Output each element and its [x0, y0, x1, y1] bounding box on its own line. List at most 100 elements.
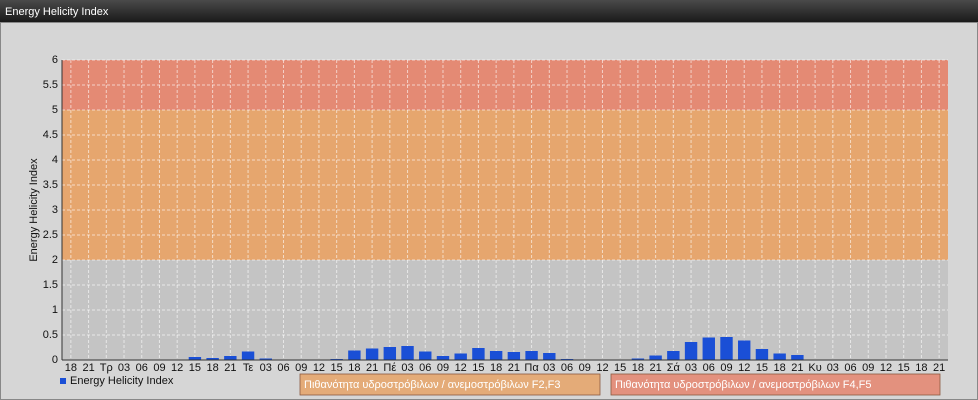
x-tick-label: 15 [472, 362, 484, 374]
x-tick-label: 15 [756, 362, 768, 374]
x-tick-label: Τε [243, 362, 254, 374]
bar [419, 351, 432, 360]
x-tick-label: 18 [490, 362, 502, 374]
bar [206, 358, 219, 360]
x-tick-label: 18 [348, 362, 360, 374]
bar [773, 353, 786, 360]
bar [365, 348, 379, 360]
x-tick-label: 06 [844, 362, 856, 374]
bar [259, 358, 272, 360]
bar [667, 351, 680, 360]
x-tick-label: 12 [596, 362, 608, 374]
bar [702, 337, 715, 360]
bar [454, 353, 467, 360]
y-tick-label: 2.5 [43, 229, 58, 241]
bar [489, 351, 503, 360]
x-tick-label: Σά [667, 362, 681, 374]
x-tick-label: 06 [277, 362, 289, 374]
bar [525, 351, 538, 360]
x-tick-label: 15 [331, 362, 343, 374]
x-tick-label: 09 [153, 362, 165, 374]
y-tick-label: 6 [52, 54, 58, 66]
x-tick-label: 15 [898, 362, 910, 374]
bar [224, 356, 237, 360]
bar [472, 348, 485, 360]
x-tick-label: 15 [189, 362, 201, 374]
x-tick-label: 06 [419, 362, 431, 374]
x-tick-label: 21 [791, 362, 803, 374]
x-tick-label: 12 [313, 362, 325, 374]
x-tick-label: 03 [543, 362, 555, 374]
y-axis-label: Energy Helicity Index [28, 158, 40, 262]
y-tick-label: 0 [52, 354, 58, 366]
bar [241, 351, 255, 360]
bar [188, 357, 202, 360]
x-tick-label: 21 [366, 362, 378, 374]
y-tick-label: 4 [52, 154, 58, 166]
x-tick-label: 03 [118, 362, 130, 374]
bar [507, 352, 521, 360]
x-tick-label: 21 [82, 362, 94, 374]
x-tick-label: 09 [720, 362, 732, 374]
band-legend-box [299, 373, 601, 396]
y-tick-label: 1 [52, 304, 58, 316]
x-tick-label: 21 [933, 362, 945, 374]
x-tick-label: 21 [224, 362, 236, 374]
x-tick-label: Πέ [383, 362, 396, 374]
x-tick-label: 03 [401, 362, 413, 374]
y-tick-label: 5 [52, 104, 58, 116]
y-tick-label: 1.5 [43, 279, 58, 291]
header-title: Energy Helicity Index [5, 6, 109, 18]
y-tick-label: 4.5 [43, 129, 58, 141]
band-legend-label: Πιθανότητα υδροστρόβιλων / ανεμοστρόβιλω… [304, 379, 561, 391]
bar [738, 340, 751, 360]
x-tick-label: 18 [206, 362, 218, 374]
x-tick-label: 06 [136, 362, 148, 374]
bar [401, 346, 414, 360]
x-tick-label: 03 [685, 362, 697, 374]
x-tick-label: 18 [65, 362, 77, 374]
bar [436, 356, 450, 360]
bar [543, 353, 556, 360]
y-tick-label: 2 [52, 254, 58, 266]
x-tick-label: 21 [508, 362, 520, 374]
x-tick-label: 09 [295, 362, 307, 374]
x-tick-label: 21 [649, 362, 661, 374]
bar [649, 355, 662, 360]
y-tick-label: 3.5 [43, 179, 58, 191]
band-legend-box [610, 373, 941, 396]
x-tick-label: 06 [703, 362, 715, 374]
x-tick-label: 18 [632, 362, 644, 374]
band-legend-label: Πιθανότητα υδροστρόβιλων / ανεμοστρόβιλω… [615, 379, 872, 391]
x-tick-label: 09 [579, 362, 591, 374]
x-tick-label: 06 [561, 362, 573, 374]
x-tick-label: 09 [437, 362, 449, 374]
x-tick-label: 18 [915, 362, 927, 374]
x-tick-label: 03 [260, 362, 272, 374]
x-tick-label: Κυ [808, 362, 821, 374]
header [0, 0, 978, 22]
y-tick-label: 5.5 [43, 79, 58, 91]
bar [684, 342, 698, 360]
x-tick-label: 12 [171, 362, 183, 374]
x-tick-label: 15 [614, 362, 626, 374]
legend-label: Energy Helicity Index [70, 375, 174, 387]
bar [348, 350, 361, 360]
y-tick-label: 3 [52, 204, 58, 216]
x-tick-label: 18 [774, 362, 786, 374]
bar [631, 358, 645, 360]
x-tick-label: 09 [862, 362, 874, 374]
bar [383, 347, 397, 360]
x-tick-label: Τρ [100, 362, 113, 374]
bar [791, 355, 804, 360]
x-tick-label: 12 [738, 362, 750, 374]
x-tick-label: 12 [880, 362, 892, 374]
x-tick-label: 12 [455, 362, 467, 374]
x-tick-label: Πα [524, 362, 539, 374]
legend-swatch [60, 378, 66, 384]
x-tick-label: 03 [827, 362, 839, 374]
bar [720, 337, 733, 360]
y-tick-label: 0.5 [43, 329, 58, 341]
bar [755, 349, 769, 360]
